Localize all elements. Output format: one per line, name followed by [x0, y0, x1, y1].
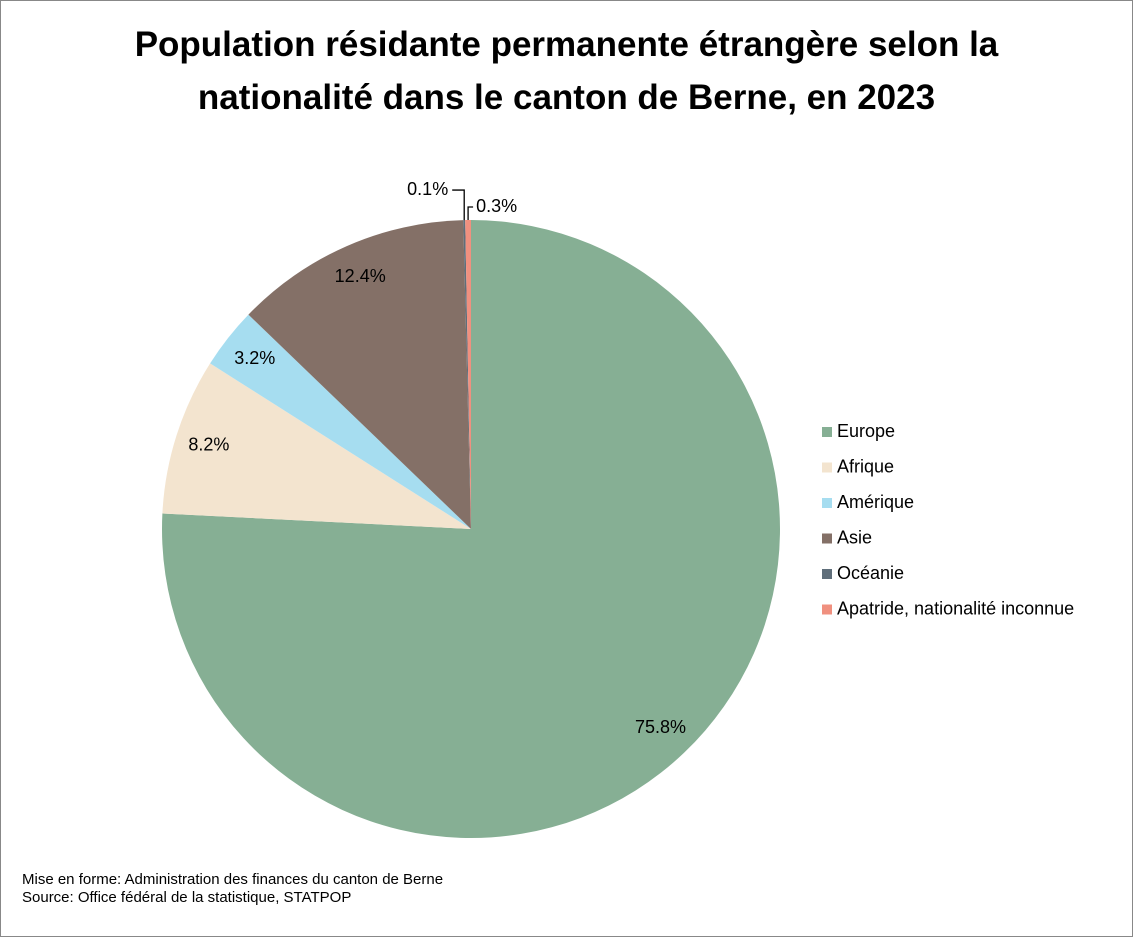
data-label: 3.2% [234, 348, 275, 368]
chart-title: Population résidante permanente étrangèr… [134, 25, 999, 117]
legend-swatch [822, 569, 832, 579]
pie-slice [248, 220, 471, 529]
source-note: Mise en forme: Administration des financ… [22, 871, 443, 888]
pie-slice [463, 220, 471, 530]
pie-slice [161, 220, 780, 839]
legend-swatch [822, 533, 832, 544]
pie-slice [210, 314, 472, 529]
legend-label: Apatride, nationalité inconnue [837, 598, 1074, 618]
data-label: 0.1% [407, 179, 448, 199]
legend-label: Asie [837, 527, 872, 547]
data-label: 0.3% [476, 196, 517, 216]
leader-line [452, 189, 465, 221]
leader-line [467, 206, 474, 221]
legend-label: Afrique [837, 456, 894, 476]
legend-label: Océanie [837, 563, 904, 583]
legend-swatch [822, 462, 832, 473]
data-label: 75.8% [635, 717, 686, 737]
pie-slice [162, 363, 472, 529]
data-label: 8.2% [188, 434, 229, 454]
legend-label: Europe [837, 421, 895, 441]
legend-swatch [822, 498, 832, 508]
legend-swatch [822, 427, 832, 437]
legend-label: Amérique [837, 492, 914, 512]
pie-slice [465, 220, 471, 529]
legend-swatch [822, 604, 832, 615]
source-note: Source: Office fédéral de la statistique… [22, 889, 351, 906]
data-label: 12.4% [335, 266, 386, 286]
